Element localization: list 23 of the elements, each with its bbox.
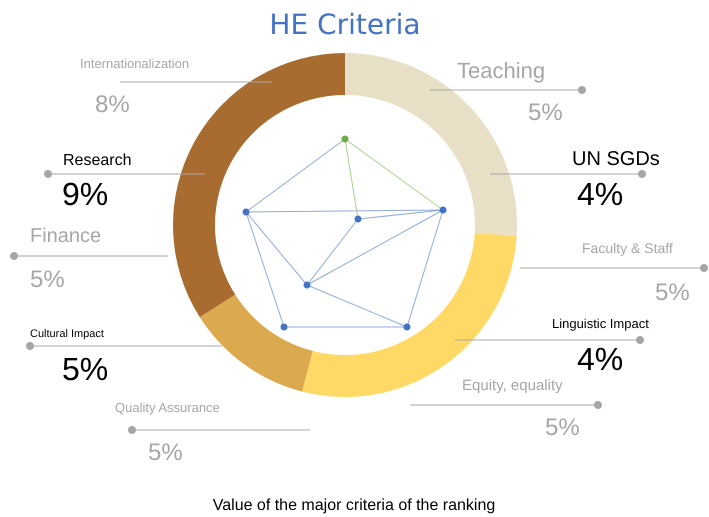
text: 8% (95, 91, 130, 118)
text: Research (63, 152, 132, 169)
text: Finance (30, 225, 102, 247)
text: 5% (655, 279, 690, 306)
text: Equity, equality (462, 377, 564, 394)
text: 4% (577, 341, 624, 377)
text: Cultural Impact (30, 328, 104, 340)
text: Value of the major criteria of the ranking (212, 497, 496, 514)
donut-slice (200, 294, 313, 392)
text: Quality Assurance (115, 400, 220, 415)
text: Teaching (457, 58, 546, 83)
text: 5% (30, 266, 65, 293)
text: Internationalization (80, 56, 190, 71)
text: Faculty & Staff (582, 240, 673, 256)
text: 5% (528, 99, 563, 126)
text: 5% (62, 351, 108, 387)
chart-title: HE Criteria (269, 8, 421, 41)
text: 5% (148, 439, 183, 466)
text: 9% (62, 176, 108, 212)
text: UN SGDs (572, 148, 660, 170)
text: 5% (545, 414, 580, 441)
text: Linguistic Impact (552, 316, 650, 331)
text: 4% (577, 176, 624, 212)
